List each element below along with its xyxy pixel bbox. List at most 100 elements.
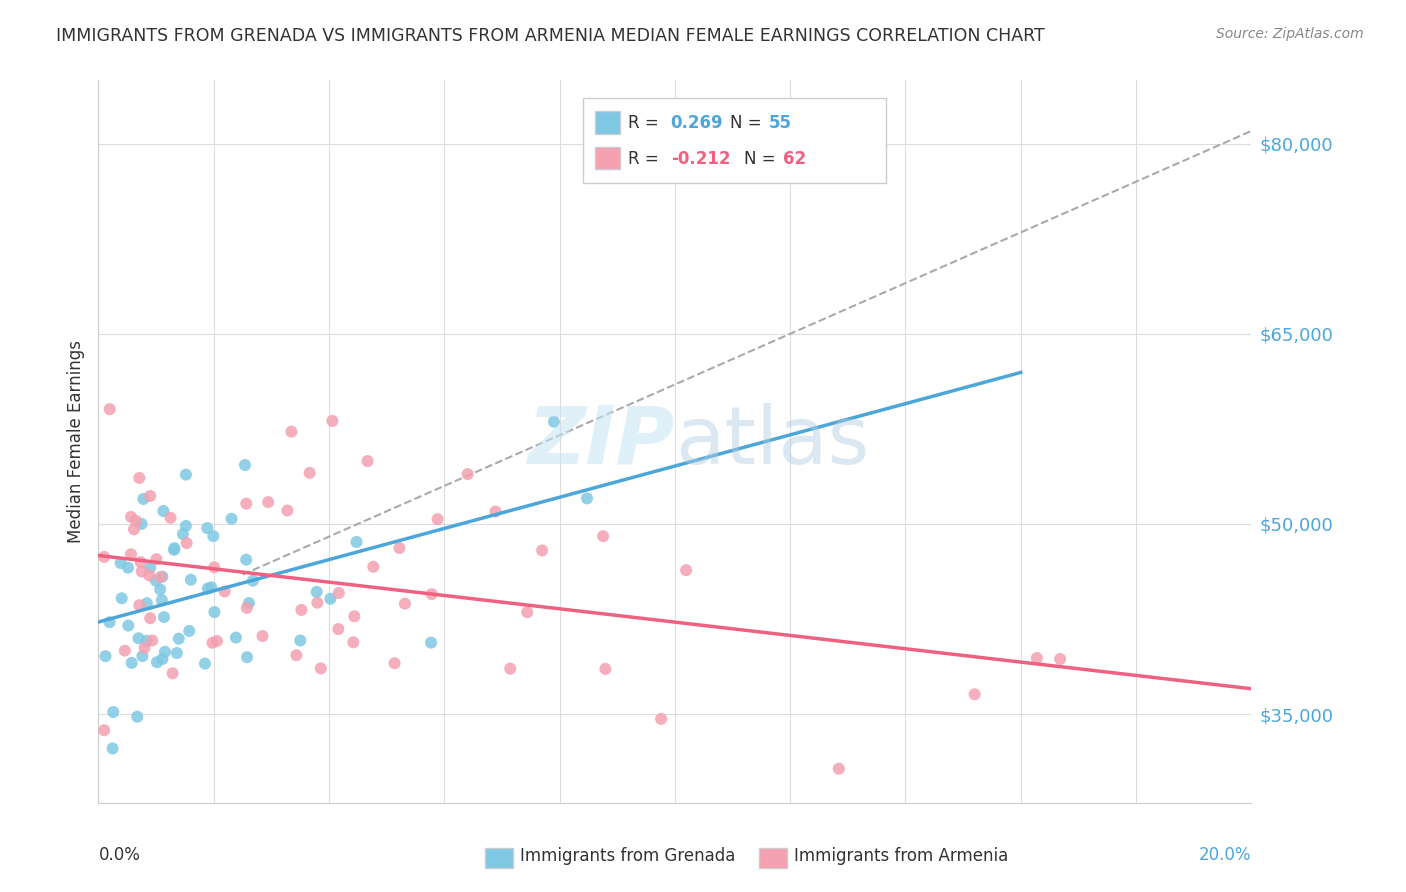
- Point: [426, 512, 449, 526]
- Point: [166, 646, 188, 660]
- Point: [150, 569, 173, 583]
- Text: 62: 62: [783, 150, 806, 168]
- Point: [457, 467, 479, 482]
- Point: [221, 512, 243, 526]
- Point: [139, 561, 162, 575]
- Point: [152, 652, 174, 666]
- Point: [176, 536, 198, 550]
- Point: [135, 596, 157, 610]
- Point: [167, 632, 190, 646]
- Point: [98, 402, 121, 417]
- Point: [139, 611, 162, 625]
- Point: [285, 648, 308, 663]
- Point: [321, 414, 343, 428]
- Point: [963, 687, 986, 701]
- Point: [1025, 651, 1047, 665]
- Point: [675, 563, 697, 577]
- Point: [101, 741, 124, 756]
- Point: [575, 491, 598, 506]
- Point: [242, 574, 264, 588]
- Point: [131, 649, 153, 664]
- Text: -0.212: -0.212: [671, 150, 730, 168]
- Point: [484, 505, 506, 519]
- Point: [132, 491, 155, 506]
- Point: [235, 552, 257, 566]
- Point: [128, 471, 150, 485]
- Point: [307, 596, 329, 610]
- Point: [384, 657, 406, 671]
- Point: [174, 519, 197, 533]
- Point: [592, 529, 614, 543]
- Point: [179, 624, 201, 638]
- Point: [319, 591, 342, 606]
- Point: [94, 649, 117, 664]
- Point: [180, 573, 202, 587]
- Point: [236, 601, 259, 615]
- Point: [499, 662, 522, 676]
- Text: 0.0%: 0.0%: [98, 847, 141, 864]
- Point: [152, 504, 174, 518]
- Point: [342, 635, 364, 649]
- Point: [543, 415, 565, 429]
- Point: [290, 633, 312, 648]
- Point: [122, 522, 145, 536]
- Point: [117, 560, 139, 574]
- Point: [172, 527, 194, 541]
- Point: [200, 580, 222, 594]
- Point: [343, 609, 366, 624]
- Point: [138, 568, 160, 582]
- Point: [98, 615, 121, 630]
- Point: [420, 635, 443, 649]
- Point: [225, 631, 247, 645]
- Point: [103, 705, 125, 719]
- Point: [276, 503, 298, 517]
- Point: [828, 762, 851, 776]
- Point: [1049, 652, 1071, 666]
- Point: [93, 723, 115, 738]
- Point: [110, 556, 132, 570]
- Text: ZIP: ZIP: [527, 402, 675, 481]
- Point: [252, 629, 274, 643]
- Point: [197, 582, 219, 596]
- Point: [129, 555, 152, 569]
- Point: [120, 547, 142, 561]
- Point: [114, 643, 136, 657]
- Point: [235, 497, 257, 511]
- Text: Immigrants from Grenada: Immigrants from Grenada: [520, 847, 735, 865]
- Point: [205, 634, 228, 648]
- Point: [125, 514, 148, 528]
- Point: [135, 633, 157, 648]
- Point: [328, 586, 350, 600]
- Point: [153, 610, 176, 624]
- Text: IMMIGRANTS FROM GRENADA VS IMMIGRANTS FROM ARMENIA MEDIAN FEMALE EARNINGS CORREL: IMMIGRANTS FROM GRENADA VS IMMIGRANTS FR…: [56, 27, 1045, 45]
- Text: R =: R =: [628, 114, 665, 132]
- Point: [201, 636, 224, 650]
- Point: [280, 425, 302, 439]
- Point: [163, 542, 186, 557]
- Point: [305, 585, 328, 599]
- Point: [356, 454, 378, 468]
- Point: [328, 622, 350, 636]
- Point: [257, 495, 280, 509]
- Point: [204, 605, 226, 619]
- Point: [120, 510, 142, 524]
- Point: [93, 549, 115, 564]
- Point: [238, 596, 260, 610]
- Point: [150, 593, 173, 607]
- Text: 55: 55: [769, 114, 792, 132]
- Text: Immigrants from Armenia: Immigrants from Armenia: [794, 847, 1008, 865]
- Point: [139, 489, 162, 503]
- Point: [145, 574, 167, 588]
- Text: N =: N =: [744, 150, 780, 168]
- Point: [149, 582, 172, 597]
- Point: [531, 543, 554, 558]
- Point: [128, 632, 150, 646]
- Point: [162, 666, 184, 681]
- Point: [146, 655, 169, 669]
- Point: [194, 657, 217, 671]
- Point: [394, 597, 416, 611]
- Point: [236, 650, 259, 665]
- Point: [131, 516, 153, 531]
- Point: [174, 467, 197, 482]
- Text: N =: N =: [730, 114, 766, 132]
